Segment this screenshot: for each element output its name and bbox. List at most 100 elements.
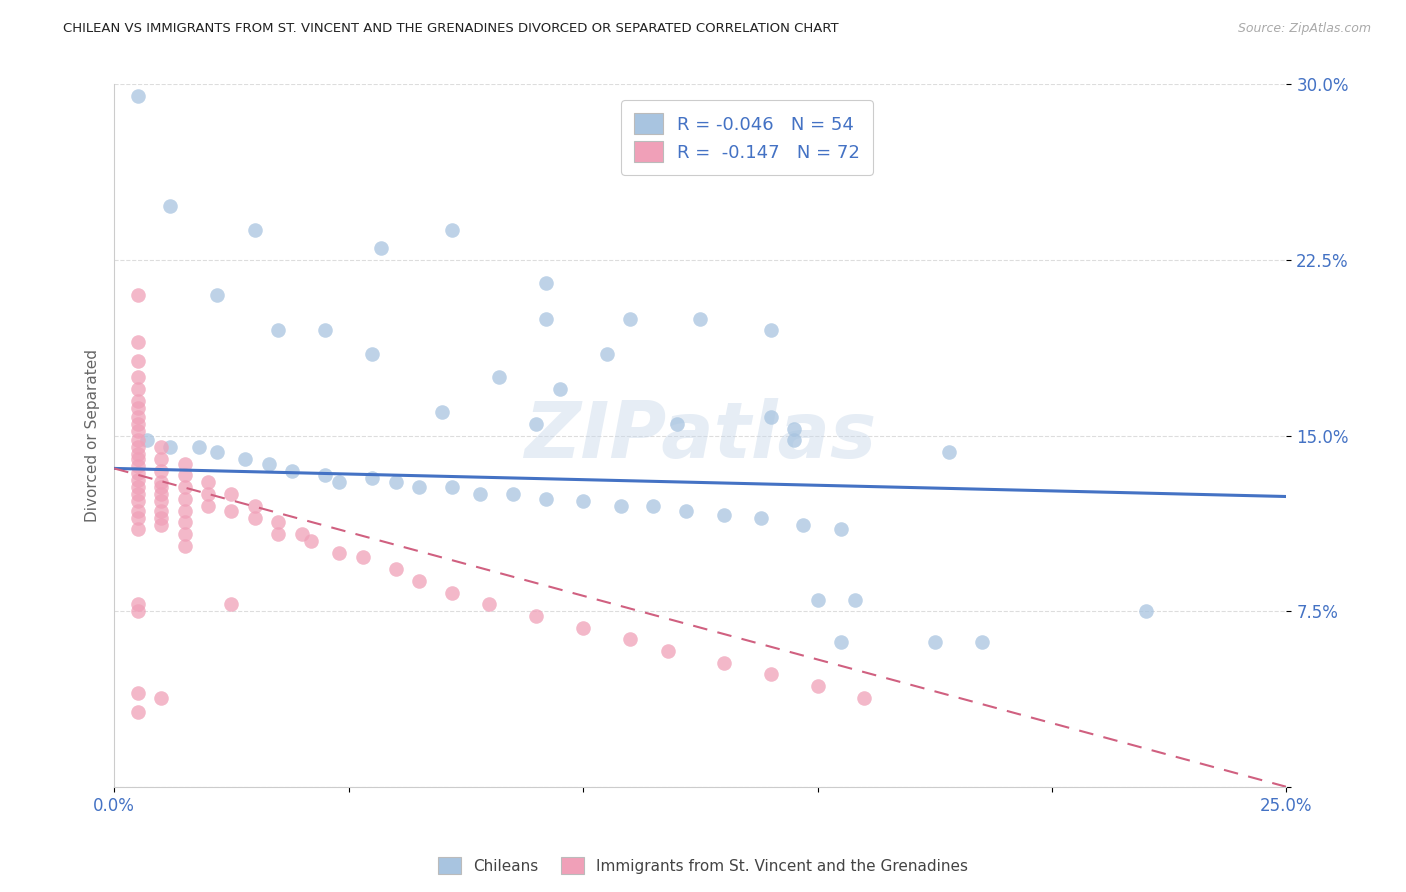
Point — [173, 516, 195, 530]
Point — [314, 468, 336, 483]
Point — [619, 311, 641, 326]
Point — [524, 608, 547, 623]
Point — [150, 690, 173, 705]
Point — [127, 89, 149, 103]
Point — [150, 480, 173, 494]
Point — [432, 405, 454, 419]
Point — [127, 480, 149, 494]
Point — [759, 409, 782, 424]
Point — [1135, 604, 1157, 618]
Point — [267, 527, 290, 541]
Point — [830, 634, 852, 648]
Point — [127, 466, 149, 480]
Text: CHILEAN VS IMMIGRANTS FROM ST. VINCENT AND THE GRENADINES DIVORCED OR SEPARATED : CHILEAN VS IMMIGRANTS FROM ST. VINCENT A… — [63, 22, 839, 36]
Point — [257, 457, 280, 471]
Point — [127, 447, 149, 461]
Point — [938, 445, 960, 459]
Point — [127, 597, 149, 611]
Point — [478, 597, 501, 611]
Point — [173, 480, 195, 494]
Point — [221, 503, 243, 517]
Point — [173, 457, 195, 471]
Point — [844, 592, 866, 607]
Point — [440, 480, 463, 494]
Point — [127, 401, 149, 415]
Point — [408, 574, 430, 588]
Point — [207, 445, 229, 459]
Point — [127, 417, 149, 431]
Point — [173, 468, 195, 483]
Point — [792, 517, 814, 532]
Point — [830, 522, 852, 536]
Point — [534, 491, 557, 506]
Point — [127, 705, 149, 719]
Point — [595, 347, 617, 361]
Point — [806, 592, 828, 607]
Point — [675, 503, 697, 517]
Point — [440, 222, 463, 236]
Point — [713, 508, 735, 523]
Point — [665, 417, 688, 431]
Point — [713, 656, 735, 670]
Point — [314, 323, 336, 337]
Point — [127, 334, 149, 349]
Point — [150, 441, 173, 455]
Point — [853, 690, 876, 705]
Point — [197, 487, 219, 501]
Point — [657, 644, 679, 658]
Point — [328, 475, 350, 490]
Point — [127, 522, 149, 536]
Point — [173, 491, 195, 506]
Point — [291, 527, 314, 541]
Text: ZIPatlas: ZIPatlas — [524, 398, 876, 474]
Point — [127, 452, 149, 467]
Point — [127, 494, 149, 508]
Point — [806, 679, 828, 693]
Point — [689, 311, 711, 326]
Point — [127, 393, 149, 408]
Point — [235, 452, 257, 467]
Point — [243, 222, 266, 236]
Point — [384, 475, 406, 490]
Point — [408, 480, 430, 494]
Point — [468, 487, 491, 501]
Point — [197, 499, 219, 513]
Point — [243, 499, 266, 513]
Point — [197, 475, 219, 490]
Point — [299, 534, 322, 549]
Point — [783, 434, 806, 448]
Point — [173, 527, 195, 541]
Point — [370, 241, 392, 255]
Point — [150, 475, 173, 490]
Legend: Chileans, Immigrants from St. Vincent and the Grenadines: Chileans, Immigrants from St. Vincent an… — [432, 851, 974, 880]
Point — [127, 353, 149, 368]
Point — [127, 441, 149, 455]
Point — [150, 494, 173, 508]
Point — [384, 562, 406, 576]
Point — [173, 503, 195, 517]
Point — [572, 494, 595, 508]
Point — [127, 459, 149, 474]
Point — [127, 510, 149, 524]
Point — [150, 452, 173, 467]
Point — [361, 347, 384, 361]
Point — [524, 417, 547, 431]
Point — [173, 539, 195, 553]
Point — [136, 434, 159, 448]
Point — [352, 550, 374, 565]
Point — [150, 487, 173, 501]
Point — [970, 634, 993, 648]
Point — [127, 604, 149, 618]
Point — [207, 288, 229, 302]
Point — [127, 473, 149, 487]
Point — [783, 422, 806, 436]
Point — [221, 597, 243, 611]
Point — [127, 288, 149, 302]
Point — [267, 516, 290, 530]
Point — [221, 487, 243, 501]
Point — [159, 199, 181, 213]
Point — [127, 487, 149, 501]
Point — [759, 323, 782, 337]
Point — [150, 510, 173, 524]
Y-axis label: Divorced or Separated: Divorced or Separated — [86, 349, 100, 522]
